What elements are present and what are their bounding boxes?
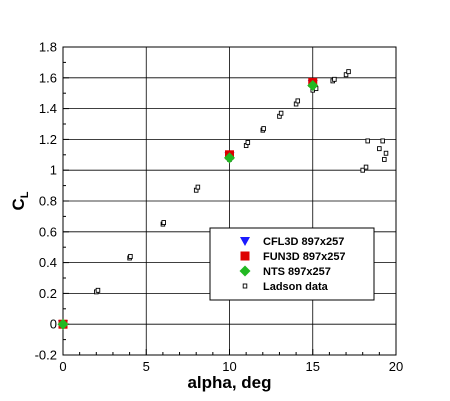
y-axis-label-main: C [9, 198, 28, 210]
point-ladson-data [95, 287, 101, 293]
y-axis-label: CL [9, 191, 31, 210]
point-ladson-data [383, 150, 389, 156]
point-ladson-data [363, 164, 369, 170]
point-ladson-data [360, 167, 365, 173]
point-ladson-data [161, 220, 166, 226]
y-tick-label: 0.2 [39, 286, 57, 301]
y-tick-label: -0.2 [35, 348, 57, 363]
point-nts-897x257 [307, 80, 319, 91]
point-ladson-data [332, 76, 337, 82]
y-tick-label: 0.4 [39, 255, 57, 270]
data-points [57, 69, 389, 330]
x-axis-label: alpha, deg [187, 373, 271, 392]
legend-label: FUN3D 897x257 [263, 251, 346, 263]
legend: CFL3D 897x257 FUN3D 897x257 NTS 897x257 Lad… [209, 227, 375, 301]
point-ladson-data [261, 126, 266, 132]
point-ladson-data [377, 146, 382, 152]
y-tick-label: 0 [50, 317, 57, 332]
point-ladson-data [245, 140, 251, 145]
point-ladson-data [295, 98, 301, 104]
point-ladson-data [278, 110, 284, 116]
y-tick-label: 1 [50, 163, 57, 178]
point-ladson-data [128, 253, 133, 259]
point-nts-897x257 [224, 152, 235, 164]
legend-label: NTS 897x257 [263, 266, 331, 278]
point-nts-897x257 [57, 318, 69, 330]
x-tick-labels: 0 5 10 15 20 [59, 359, 403, 374]
y-tick-label: 1.8 [39, 40, 57, 55]
legend-marker [240, 237, 250, 246]
point-ladson-data [343, 72, 349, 78]
legend-label: CFL3D 897x257 [263, 236, 344, 248]
y-tick-label: 1.4 [39, 101, 57, 116]
point-ladson-data [380, 138, 385, 144]
point-ladson-data [195, 184, 201, 190]
y-tick-label: 1.2 [39, 132, 57, 147]
point-ladson-data [346, 69, 351, 75]
axis-ticks [62, 46, 397, 356]
y-tick-label: 0.6 [39, 224, 57, 239]
x-tick-label: 15 [306, 359, 320, 374]
legend-box [209, 227, 375, 301]
point-ladson-data [365, 138, 370, 144]
x-tick-label: 10 [222, 359, 236, 374]
y-tick-label: 1.6 [39, 70, 57, 85]
legend-marker [239, 265, 251, 277]
legend-marker [242, 283, 248, 289]
legend-label: Ladson data [263, 281, 329, 293]
x-tick-label: 20 [389, 359, 403, 374]
x-tick-label: 0 [59, 359, 66, 374]
y-tick-labels: -0.2 0 0.2 0.4 0.6 0.8 1 1.2 1.4 1.6 1.8 [35, 40, 57, 363]
y-axis-label-subscript: L [19, 191, 31, 198]
point-ladson-data [382, 156, 387, 162]
legend-marker [240, 251, 250, 261]
y-tick-label: 0.8 [39, 194, 57, 209]
x-tick-label: 5 [143, 359, 150, 374]
grid [62, 46, 397, 356]
